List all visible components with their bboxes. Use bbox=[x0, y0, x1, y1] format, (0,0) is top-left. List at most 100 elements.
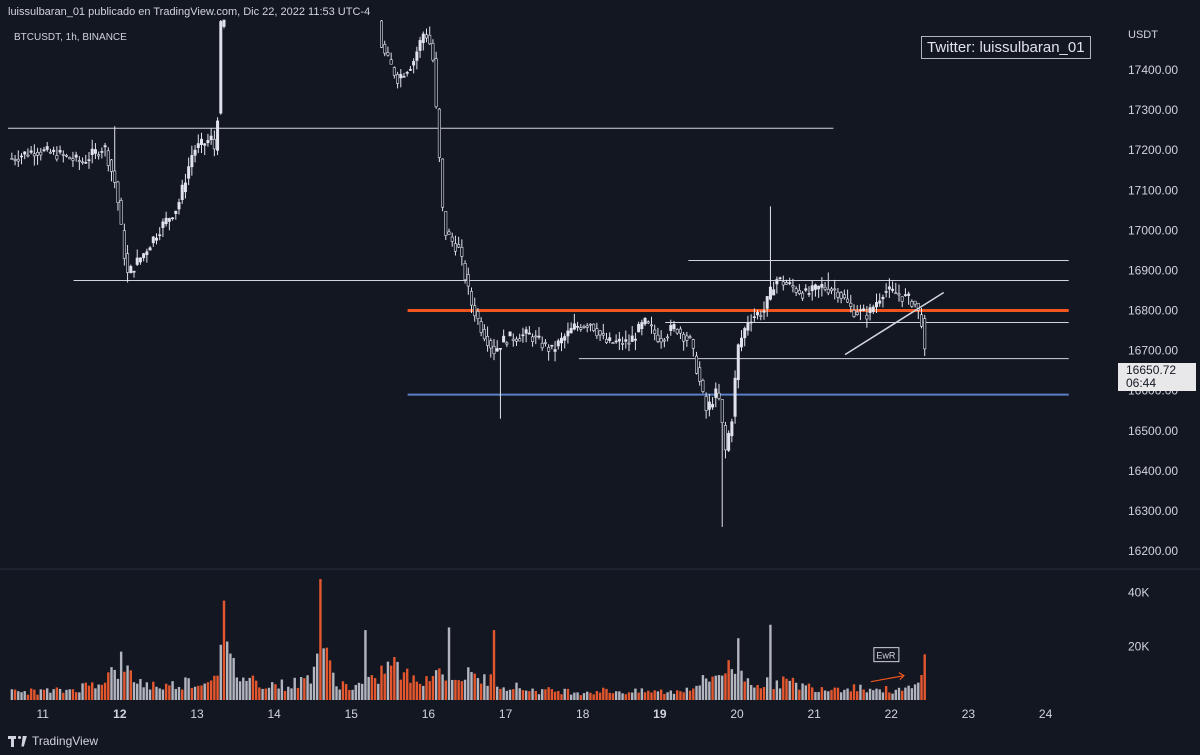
price-tick-label: 16300.00 bbox=[1128, 504, 1178, 518]
volume-bar bbox=[62, 692, 65, 700]
candle-body bbox=[688, 336, 692, 339]
candle-body bbox=[415, 51, 419, 61]
candle-body bbox=[444, 211, 448, 236]
candle-body bbox=[556, 340, 560, 347]
candle-body bbox=[714, 388, 718, 398]
candle-body bbox=[878, 300, 882, 304]
candle-body bbox=[479, 321, 483, 333]
axes: 17400.00 17300.00 17200.00 17100.00 17000.00… bbox=[36, 29, 1178, 721]
volume-bar bbox=[579, 695, 582, 700]
candle-body bbox=[39, 151, 43, 156]
volume-bar bbox=[843, 689, 846, 700]
volume-bar bbox=[438, 668, 441, 700]
candle-series bbox=[10, 19, 927, 527]
candle-body bbox=[521, 334, 525, 337]
volume-bar bbox=[351, 689, 354, 700]
candle-body bbox=[592, 323, 596, 331]
candle-body bbox=[453, 243, 457, 252]
volume-bar bbox=[100, 684, 104, 700]
candle-body bbox=[77, 160, 81, 162]
volume-bar bbox=[656, 691, 660, 700]
volume-bar bbox=[33, 689, 36, 700]
volume-bar bbox=[859, 684, 862, 700]
volume-bar bbox=[772, 689, 775, 700]
volume-bar bbox=[849, 691, 852, 700]
candle-body bbox=[563, 336, 567, 341]
candle-body bbox=[874, 302, 878, 308]
volume-bar bbox=[595, 691, 599, 700]
volume-bar bbox=[71, 689, 75, 700]
candle-body bbox=[158, 234, 162, 237]
volume-bar bbox=[910, 688, 914, 700]
volume-bar bbox=[486, 685, 489, 700]
tradingview-logo-icon bbox=[8, 735, 27, 747]
volume-bar bbox=[467, 667, 470, 700]
candle-body bbox=[582, 325, 586, 328]
volume-bar bbox=[778, 688, 782, 700]
candle-body bbox=[209, 135, 213, 141]
volume-bar bbox=[441, 674, 444, 700]
volume-bar bbox=[907, 685, 910, 700]
candle-body bbox=[579, 327, 583, 330]
volume-bar bbox=[592, 694, 595, 700]
candle-body bbox=[923, 318, 927, 350]
candle-body bbox=[547, 347, 551, 352]
volume-bar bbox=[26, 694, 30, 700]
candle-body bbox=[829, 288, 833, 292]
volume-bar bbox=[42, 689, 46, 700]
volume-bar bbox=[148, 689, 152, 700]
last-price-label: 16650.72 06:44 bbox=[1118, 363, 1196, 391]
candle-body bbox=[476, 311, 480, 319]
volume-bar bbox=[589, 692, 592, 700]
price-tick-label: 16800.00 bbox=[1128, 304, 1178, 318]
candle-body bbox=[492, 345, 496, 355]
volume-bar bbox=[653, 690, 656, 700]
symbol-label[interactable]: BTCUSDT, 1h, BINANCE bbox=[14, 32, 127, 43]
volume-bar bbox=[605, 688, 608, 700]
candle-body bbox=[514, 338, 518, 342]
candle-body bbox=[772, 289, 776, 296]
volume-bar bbox=[129, 670, 132, 700]
volume-bar bbox=[766, 677, 769, 700]
volume-bar bbox=[496, 686, 499, 700]
candle-body bbox=[383, 44, 387, 54]
candle-body bbox=[903, 294, 907, 296]
volume-bar bbox=[701, 675, 705, 700]
volume-bar bbox=[733, 673, 737, 700]
candle-body bbox=[752, 316, 756, 318]
volume-bar bbox=[483, 674, 486, 700]
candle-body bbox=[428, 34, 432, 45]
candle-body bbox=[887, 286, 891, 290]
volume-bar bbox=[164, 683, 168, 700]
candle-body bbox=[900, 296, 904, 302]
volume-bar bbox=[322, 648, 325, 700]
tradingview-brand[interactable]: TradingView bbox=[8, 734, 98, 748]
volume-bar bbox=[341, 681, 345, 700]
volume-bar bbox=[357, 682, 361, 700]
candle-body bbox=[694, 355, 698, 374]
publish-info: luissulbaran_01 publicado en TradingView… bbox=[8, 6, 371, 18]
bar-countdown: 06:44 bbox=[1126, 376, 1157, 390]
price-tick-label: 16700.00 bbox=[1128, 344, 1178, 358]
candle-body bbox=[405, 72, 409, 74]
volume-bar bbox=[325, 647, 329, 700]
volume-bar bbox=[923, 654, 926, 700]
volume-bar bbox=[10, 689, 14, 700]
candle-body bbox=[608, 337, 612, 341]
volume-bar bbox=[332, 672, 335, 700]
volume-bar bbox=[235, 677, 239, 700]
volume-bar bbox=[248, 677, 251, 700]
volume-bar bbox=[582, 693, 586, 700]
volume-bar bbox=[119, 651, 123, 700]
volume-bar bbox=[81, 683, 84, 700]
volume-bar bbox=[621, 693, 624, 700]
volume-bar bbox=[727, 660, 730, 700]
candle-body bbox=[402, 76, 406, 78]
candle-body bbox=[460, 247, 464, 257]
volume-bar bbox=[688, 690, 692, 700]
candle-body bbox=[161, 221, 165, 228]
volume-bar bbox=[187, 678, 190, 700]
candle-body bbox=[151, 236, 155, 244]
volume-bar bbox=[396, 661, 399, 700]
